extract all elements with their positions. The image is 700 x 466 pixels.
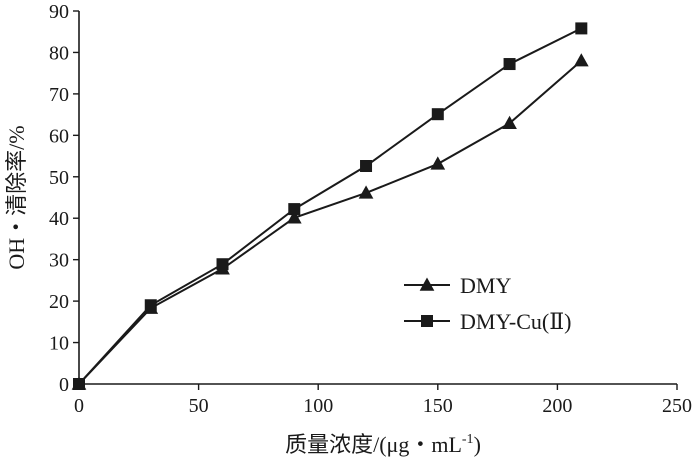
y-tick-label: 10 [49,333,69,355]
data-point-dmy-cu [73,378,85,390]
legend-marker-dmy-cu [421,315,433,327]
data-point-dmy [430,156,446,170]
axes [78,11,677,385]
data-point-dmy-cu [144,299,157,312]
data-point-dmy [286,210,302,224]
series-group [71,22,589,390]
legend-marker-dmy [419,277,435,291]
y-tick-label: 80 [49,42,69,64]
y-tick-label: 70 [49,84,69,106]
y-tick-label: 40 [49,208,69,230]
x-tick-label: 150 [423,395,453,417]
y-axis-title: OH・清除率/% [4,125,29,269]
legend-label-dmy-cu: DMY-Cu(Ⅱ) [460,309,572,334]
x-tick-label: 0 [74,395,84,417]
data-point-dmy-cu [288,203,301,216]
data-point-dmy [573,53,589,67]
y-tick-label: 50 [49,167,69,189]
y-tick-label: 0 [59,374,69,396]
series-line-dmy [78,59,582,385]
x-tick-label: 200 [542,395,572,417]
x-tick-label: 250 [662,395,692,417]
legend: DMY DMY-Cu(Ⅱ) [404,273,572,334]
legend-label-dmy: DMY [460,273,511,298]
x-axis-title-main: 质量浓度/(μg・mL [285,432,462,457]
data-point-dmy-cu [360,160,373,173]
y-tick-label: 60 [49,125,69,147]
data-point-dmy-cu [575,22,588,35]
data-point-dmy [358,185,374,199]
x-axis-title-superscript: -1 [462,432,474,447]
y-tick-label: 90 [49,1,69,23]
y-tick-label: 30 [49,250,69,272]
data-point-dmy-cu [503,58,516,71]
x-tick-label: 100 [303,395,333,417]
x-tick-label: 50 [189,395,209,417]
data-point-dmy-cu [431,108,444,121]
x-axis-title: 质量浓度/(μg・mL-1) [285,432,481,457]
ticks: 0 50 100 150 200 250 0 10 20 30 40 50 60 70 80 90 [49,1,692,417]
data-point-dmy [502,115,517,130]
x-axis-title-close: ) [474,432,481,457]
data-point-dmy-cu [216,258,229,271]
y-tick-label: 20 [49,291,69,313]
series-line-dmy-cu [78,27,582,385]
